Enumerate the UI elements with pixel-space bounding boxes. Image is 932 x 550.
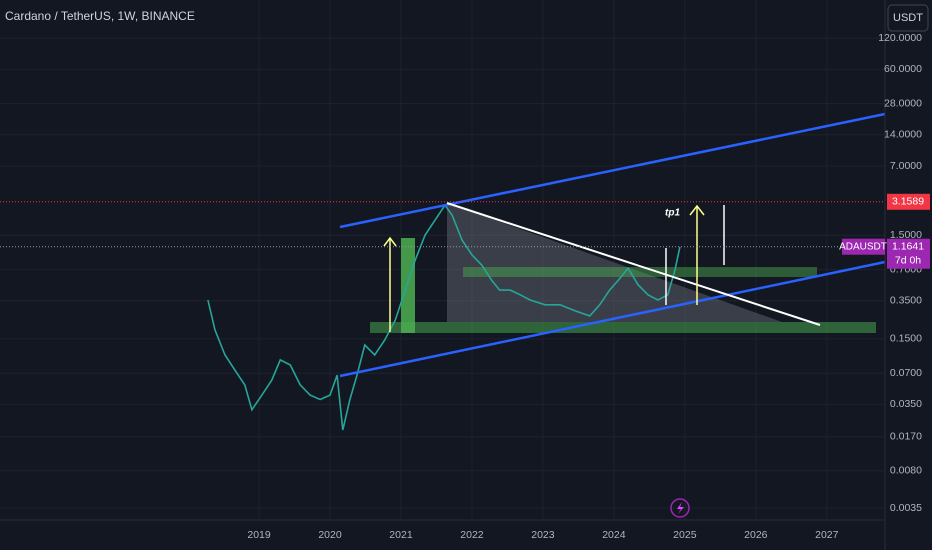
event-icon-bolt <box>677 502 684 514</box>
chart-title: Cardano / TetherUS, 1W, BINANCE <box>5 9 195 23</box>
channel-top <box>339 112 886 229</box>
x-tick-label: 2021 <box>389 529 413 541</box>
y-tick-label: 0.0035 <box>890 502 922 514</box>
price-axis <box>885 0 932 550</box>
y-tick-label: 28.0000 <box>884 97 922 109</box>
y-tick-label: 7.0000 <box>890 160 922 172</box>
support-zone <box>370 322 876 333</box>
x-tick-label: 2027 <box>815 529 839 541</box>
y-tick-label: 0.1500 <box>890 333 922 345</box>
high-label: 3.1589 <box>892 196 924 208</box>
price-layer <box>207 203 681 431</box>
y-tick-label: 60.0000 <box>884 63 922 75</box>
last-label: 1.1641 <box>892 240 924 252</box>
annotation: tp1 <box>665 208 680 219</box>
x-tick-label: 2024 <box>602 529 626 541</box>
event-icon[interactable] <box>670 498 690 518</box>
x-tick-label: 2022 <box>460 529 484 541</box>
y-tick-label: 0.0700 <box>890 367 922 379</box>
symbol-label-bg <box>842 238 885 255</box>
axes: 120.0000 60.0000 28.0000 14.0000 7.0000 1.500… <box>0 32 930 541</box>
grid <box>0 0 885 520</box>
y-tick-label: 1.5000 <box>890 229 922 241</box>
x-tick-label: 2026 <box>744 529 768 541</box>
symbol-label: ADAUSDT <box>839 241 887 252</box>
channel-bottom <box>339 260 886 378</box>
currency[interactable]: USDT <box>893 12 923 24</box>
last-label-bg <box>887 238 930 269</box>
y-tick-label: 0.0080 <box>890 465 922 477</box>
y-tick-label: 120.0000 <box>878 32 922 44</box>
x-tick-label: 2023 <box>531 529 555 541</box>
trend-line <box>446 202 821 326</box>
x-tick-label: 2020 <box>318 529 342 541</box>
arrow-head <box>383 236 397 247</box>
resistance-zone <box>463 267 817 277</box>
countdown: 7d 0h <box>895 254 921 266</box>
price-line <box>207 203 681 431</box>
x-tick-label: 2019 <box>247 529 271 541</box>
y-tick-label: 14.0000 <box>884 129 922 141</box>
arrow-head <box>689 204 705 216</box>
triangle-fill <box>447 203 782 322</box>
y-tick-label: 0.0170 <box>890 431 922 443</box>
y-tick-label: 0.0350 <box>890 398 922 410</box>
green-box <box>401 238 415 333</box>
currency-button[interactable] <box>887 4 929 32</box>
high-label-bg <box>887 193 930 210</box>
arrows <box>383 204 705 332</box>
y-tick-label: 0.3500 <box>890 295 922 307</box>
x-tick-label: 2025 <box>673 529 697 541</box>
